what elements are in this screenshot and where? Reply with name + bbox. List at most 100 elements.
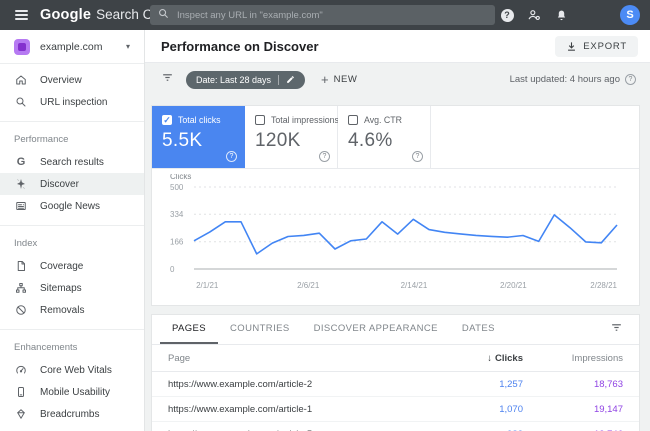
plus-icon: +: [321, 72, 329, 87]
metric-label: Total impressions: [271, 115, 339, 125]
table-filter-icon[interactable]: [610, 321, 623, 339]
tab-discover-appearance[interactable]: DISCOVER APPEARANCE: [313, 323, 438, 334]
impressions-value: 13,746: [523, 429, 623, 431]
magnifier-icon: [14, 96, 28, 108]
sidebar-item-label: Discover: [40, 178, 79, 190]
unchecked-checkbox-icon[interactable]: [255, 115, 265, 125]
sidebar-item-search-results[interactable]: G Search results: [0, 151, 144, 173]
sitemap-icon: [14, 282, 28, 294]
checked-checkbox-icon[interactable]: ✓: [162, 114, 172, 125]
svg-text:2/20/21: 2/20/21: [500, 281, 527, 290]
metric-label: Avg. CTR: [364, 115, 402, 125]
clicks-line-chart[interactable]: Clicks 0 166 334 500 2/1/21 2/6/21 2/14/21 2/20/…: [152, 169, 639, 305]
svg-text:2/14/21: 2/14/21: [401, 281, 428, 290]
page-url-link[interactable]: https://www.example.com/article-2: [168, 378, 313, 390]
chart-svg: Clicks 0 166 334 500 2/1/21 2/6/21 2/14/21 2/20/…: [170, 172, 618, 290]
help-circle-icon[interactable]: ?: [625, 74, 636, 85]
help-circle-icon[interactable]: ?: [226, 151, 237, 162]
export-button[interactable]: EXPORT: [555, 35, 638, 57]
sidebar-item-core-web-vitals[interactable]: Core Web Vitals: [0, 359, 144, 381]
table-body: https://www.example.com/article-2 1,257 …: [152, 372, 639, 431]
page-url-link[interactable]: https://www.example.com/article-5: [168, 429, 438, 431]
speedometer-icon: [14, 364, 28, 376]
chip-divider: [278, 74, 280, 85]
table-row[interactable]: https://www.example.com/article-1 1,070 …: [152, 397, 639, 422]
clicks-value: 1,257: [499, 378, 523, 390]
sidebar-item-overview[interactable]: Overview: [0, 69, 144, 91]
performance-chart-card: ✓ Total clicks 5.5K ? Total impressions …: [151, 105, 640, 306]
column-header-impressions[interactable]: Impressions: [571, 352, 623, 364]
sidebar-item-label: Breadcrumbs: [40, 408, 100, 420]
user-avatar[interactable]: S: [620, 5, 640, 25]
sidebar-nav: Overview URL inspection Performance G Sear…: [0, 64, 144, 431]
sidebar-item-discover[interactable]: Discover: [0, 173, 144, 195]
chevron-down-icon: ▾: [125, 42, 130, 51]
unchecked-checkbox-icon[interactable]: [348, 115, 358, 125]
sidebar-section-label: Performance: [14, 134, 69, 145]
google-apps-grid-icon[interactable]: [593, 8, 607, 22]
last-updated: Last updated: 4 hours ago ?: [510, 74, 636, 85]
sidebar-item-breadcrumbs[interactable]: Breadcrumbs: [0, 403, 144, 425]
column-header-clicks[interactable]: ↓ Clicks: [487, 352, 523, 364]
tab-dates[interactable]: DATES: [461, 323, 495, 334]
pencil-edit-icon: [287, 76, 294, 83]
gem-icon: [14, 408, 28, 420]
sidebar-item-label: Search results: [40, 156, 104, 168]
svg-text:500: 500: [170, 183, 184, 192]
sidebar-item-events[interactable]: Events: [0, 425, 144, 431]
svg-text:Clicks: Clicks: [170, 174, 191, 181]
sidebar-item-label: Coverage: [40, 260, 84, 272]
page-url-link[interactable]: https://www.example.com/article-1: [168, 403, 313, 415]
table-row[interactable]: https://www.example.com/article-2 1,257 …: [152, 372, 639, 397]
property-icon: [14, 38, 30, 55]
metric-tile-avg-ctr[interactable]: Avg. CTR 4.6% ?: [338, 106, 431, 168]
impressions-value: 19,147: [593, 403, 623, 415]
sidebar-item-google-news[interactable]: Google News: [0, 195, 144, 217]
topbar-actions: ? S: [500, 0, 640, 30]
sidebar-divider: [0, 225, 144, 226]
sidebar-item-coverage[interactable]: Coverage: [0, 255, 144, 277]
help-circle-icon[interactable]: ?: [319, 151, 330, 162]
sidebar-item-sitemaps[interactable]: Sitemaps: [0, 277, 144, 299]
metric-tile-total-clicks[interactable]: ✓ Total clicks 5.5K ?: [152, 106, 245, 168]
sidebar-item-url-inspection[interactable]: URL inspection: [0, 91, 144, 113]
clicks-value: 1,070: [499, 403, 523, 415]
svg-text:2/6/21: 2/6/21: [297, 281, 320, 290]
smartphone-icon: [14, 386, 28, 398]
metric-value: 4.6%: [348, 130, 393, 151]
metric-tile-total-impressions[interactable]: Total impressions 120K ?: [245, 106, 339, 168]
page-header: Performance on Discover EXPORT: [145, 30, 650, 63]
tab-countries[interactable]: COUNTRIES: [230, 323, 290, 334]
sidebar: example.com ▾ Overview URL inspection Per…: [0, 30, 145, 431]
sidebar-item-mobile-usability[interactable]: Mobile Usability: [0, 381, 144, 403]
svg-text:2/1/21: 2/1/21: [196, 281, 219, 290]
url-inspect-input[interactable]: [177, 9, 487, 21]
filter-funnel-icon[interactable]: [161, 71, 174, 89]
help-icon[interactable]: ?: [500, 8, 514, 22]
sidebar-item-label: Google News: [40, 200, 101, 212]
date-range-filter-chip[interactable]: Date: Last 28 days: [186, 70, 306, 89]
impressions-value: 18,763: [593, 378, 623, 390]
clicks-value: 983: [438, 429, 523, 431]
sidebar-divider: [0, 121, 144, 122]
top-app-bar: Google Search Console ? S: [0, 0, 650, 30]
home-icon: [14, 74, 28, 86]
search-icon: [158, 6, 169, 24]
table-row[interactable]: https://www.example.com/article-5 983 13…: [152, 422, 639, 431]
tab-pages[interactable]: PAGES: [160, 315, 219, 344]
hamburger-menu-icon[interactable]: [0, 10, 40, 20]
account-settings-icon[interactable]: [527, 8, 541, 22]
sidebar-item-label: Mobile Usability: [40, 386, 111, 398]
property-selector[interactable]: example.com ▾: [0, 30, 144, 64]
google-g-icon: G: [16, 155, 26, 168]
help-circle-icon[interactable]: ?: [412, 151, 423, 162]
sort-desc-icon: ↓: [487, 352, 492, 364]
sidebar-item-removals[interactable]: Removals: [0, 299, 144, 321]
dimensions-table-card: PAGES COUNTRIES DISCOVER APPEARANCE DATES P…: [151, 314, 640, 431]
metric-value: 5.5K: [162, 130, 203, 151]
new-filter-button[interactable]: + NEW: [321, 72, 358, 87]
notifications-bell-icon[interactable]: [554, 8, 568, 22]
sidebar-section-label: Index: [14, 238, 38, 249]
url-inspect-searchbar[interactable]: [150, 5, 495, 25]
